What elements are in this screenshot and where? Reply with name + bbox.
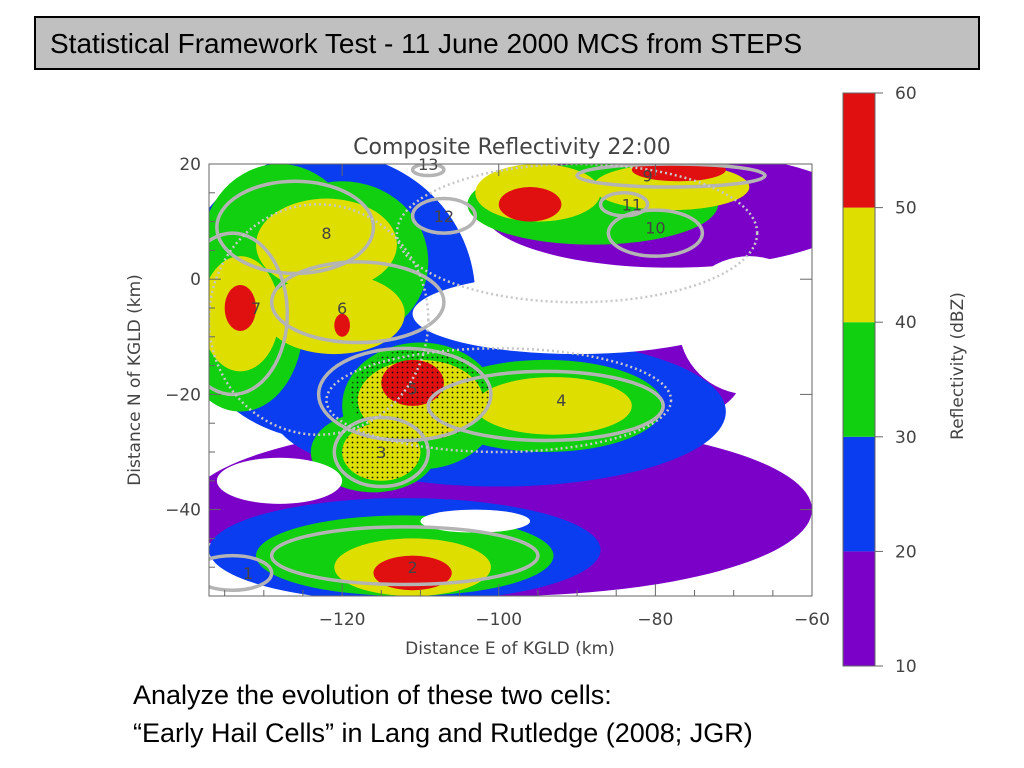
dotted-envelope-0 [209, 203, 430, 436]
y-tick-label: −40 [165, 501, 201, 521]
y-tick-label: 20 [179, 155, 201, 175]
echo-40dbz-15 [263, 273, 405, 355]
track-ellipse-1 [269, 260, 446, 345]
echo-50dbz-27 [498, 187, 562, 222]
colorbar-tick-label: 40 [895, 313, 917, 333]
x-tick-label: −60 [794, 610, 830, 630]
track-ellipse-5 [332, 415, 431, 489]
cell-tracks [209, 164, 767, 592]
colorbar-tick-label: 50 [895, 199, 917, 219]
x-axis-label: Distance E of KGLD (km) [405, 639, 615, 659]
echo-50dbz-26 [334, 313, 350, 337]
echo-50dbz-24 [373, 555, 452, 591]
colorbar-bin-30-40 [843, 322, 875, 437]
colorbar-tick-label: 60 [895, 84, 917, 104]
cell-label-6: 6 [337, 299, 347, 318]
cell-label-12: 12 [434, 207, 454, 226]
caption: Analyze the evolution of these two cells… [133, 676, 973, 752]
colorbar [842, 92, 876, 667]
colorbar-bin-20-30 [843, 436, 875, 552]
track-ellipse-9 [410, 164, 446, 178]
cell-label-9: 9 [642, 167, 652, 186]
track-ellipse-8 [410, 196, 478, 235]
cell-label-11: 11 [622, 195, 642, 214]
track-ellipse-4 [426, 369, 665, 443]
cell-label-5: 5 [408, 380, 418, 399]
caption-line-2: “Early Hail Cells” in Lang and Rutledge … [133, 718, 753, 748]
slide-title: Statistical Framework Test - 11 June 200… [34, 16, 980, 70]
colorbar-label: Reflectivity (dBZ) [948, 292, 968, 440]
x-axis-ticks: −120 −100 −80 −60 [224, 164, 830, 630]
x-tick-label: −120 [319, 610, 366, 630]
echo-40dbz-14 [255, 198, 397, 291]
y-axis-label: Distance N of KGLD (km) [125, 274, 145, 486]
x-tick-label: −80 [637, 610, 673, 630]
dotted-envelope-1 [395, 164, 759, 304]
colorbar-tick-label: 30 [895, 428, 917, 448]
plot-frame [208, 163, 813, 597]
clear-area-0 [412, 273, 742, 355]
colorbar-tick-label: 10 [895, 657, 917, 677]
track-ellipse-3 [316, 346, 493, 443]
track-ellipse-12 [575, 164, 767, 189]
y-axis-ticks: 20 0 −20 −40 [165, 155, 812, 568]
colorbar-bin-10-20 [843, 551, 875, 666]
track-ellipse-11 [606, 208, 705, 258]
cell-label-8: 8 [321, 224, 331, 243]
x-tick-label: −100 [475, 610, 522, 630]
echo-50dbz-25 [224, 284, 256, 332]
caption-line-1: Analyze the evolution of these two cells… [133, 680, 612, 710]
colorbar-ticks: 60 50 40 30 20 10 [875, 84, 917, 677]
track-ellipse-2 [209, 231, 290, 397]
cell-label-4: 4 [556, 391, 566, 410]
y-tick-label: −20 [165, 385, 201, 405]
colorbar-frame [842, 92, 876, 667]
cell-label-3: 3 [376, 443, 386, 462]
clear-area-2 [216, 457, 343, 504]
track-ellipse-7 [209, 553, 274, 592]
chart-title: Composite Reflectivity 22:00 [353, 135, 671, 160]
colorbar-bin-40-50 [843, 207, 875, 323]
y-tick-label: 0 [190, 270, 201, 290]
hail-stipple-cell-3 [342, 423, 421, 481]
cell-label-1: 1 [243, 564, 253, 583]
colorbar-bin-50-60 [843, 93, 875, 208]
colorbar-tick-label: 20 [895, 542, 917, 562]
dotted-envelope-2 [325, 347, 673, 454]
cell-label-2: 2 [408, 558, 418, 577]
track-ellipse-6 [269, 525, 540, 587]
clear-area-1 [678, 256, 812, 395]
cell-label-10: 10 [645, 218, 665, 237]
cell-label-7: 7 [251, 299, 261, 318]
echo-40dbz-18 [475, 377, 632, 435]
